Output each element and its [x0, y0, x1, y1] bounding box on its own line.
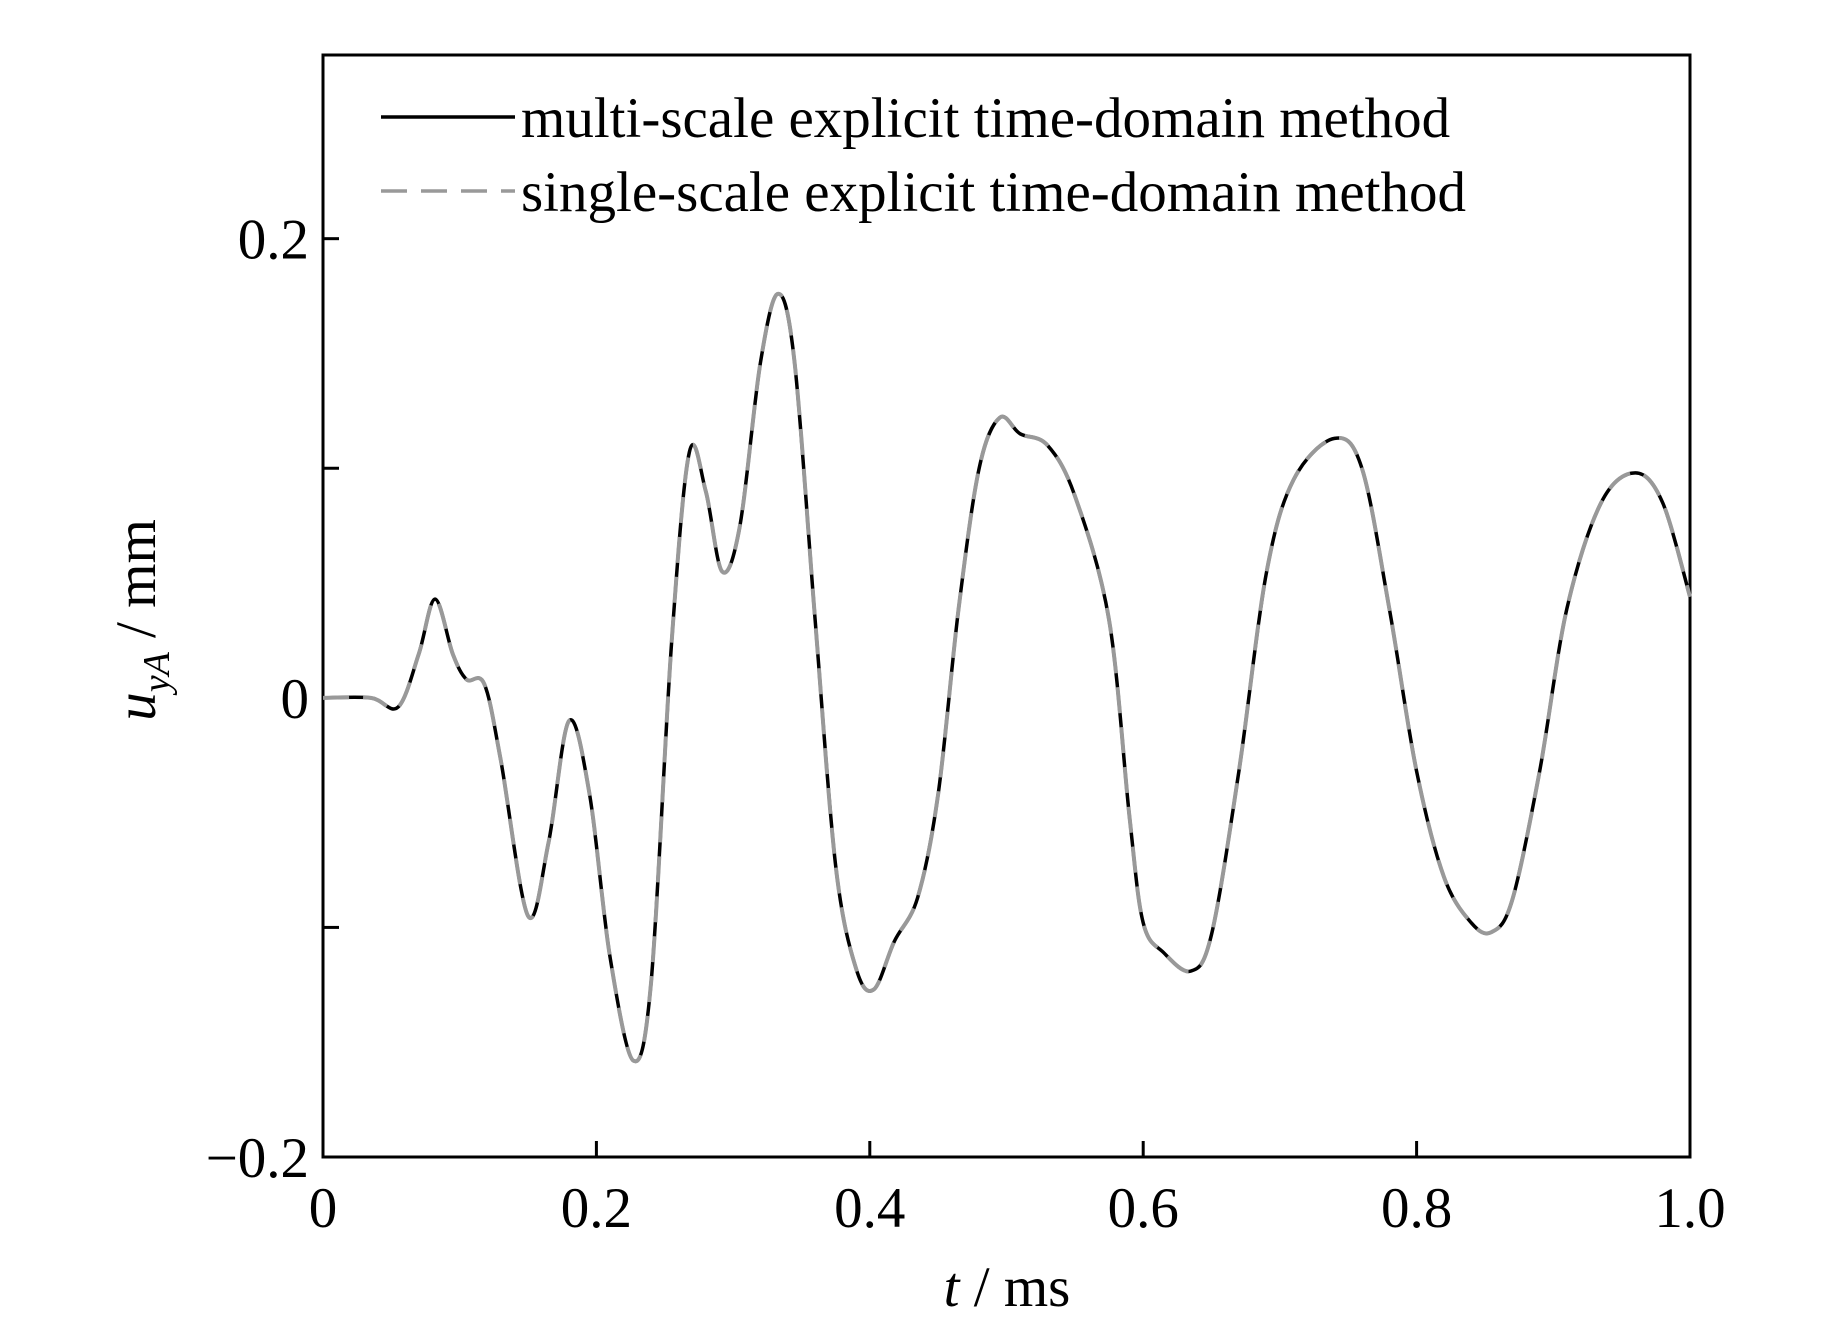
y-subscript: yA [136, 651, 178, 696]
y-axis-label: uyA / mm [105, 519, 178, 721]
legend-label: single-scale explicit time-domain method [521, 161, 1466, 224]
x-tick-label: 0.8 [1381, 1177, 1452, 1240]
series-line [322, 292, 1692, 1063]
y-tick-label: 0.2 [238, 209, 309, 272]
x-axis-label: t / ms [944, 1256, 1071, 1319]
x-unit: / ms [959, 1256, 1070, 1319]
x-tick-label: 0.2 [561, 1177, 632, 1240]
x-tick-label: 0 [309, 1177, 338, 1240]
y-unit: / mm [105, 519, 168, 652]
legend-label: multi-scale explicit time-domain method [521, 87, 1450, 150]
series-line [322, 291, 1692, 1064]
x-tick-label: 0.4 [834, 1177, 905, 1240]
y-tick-label: 0 [281, 668, 310, 731]
x-tick-label: 1.0 [1654, 1177, 1725, 1240]
y-symbol: u [105, 692, 168, 721]
x-symbol: t [944, 1256, 961, 1319]
x-tick-label: 0.6 [1108, 1177, 1179, 1240]
y-tick-label: −0.2 [206, 1127, 309, 1190]
plot-frame [321, 53, 1692, 1159]
